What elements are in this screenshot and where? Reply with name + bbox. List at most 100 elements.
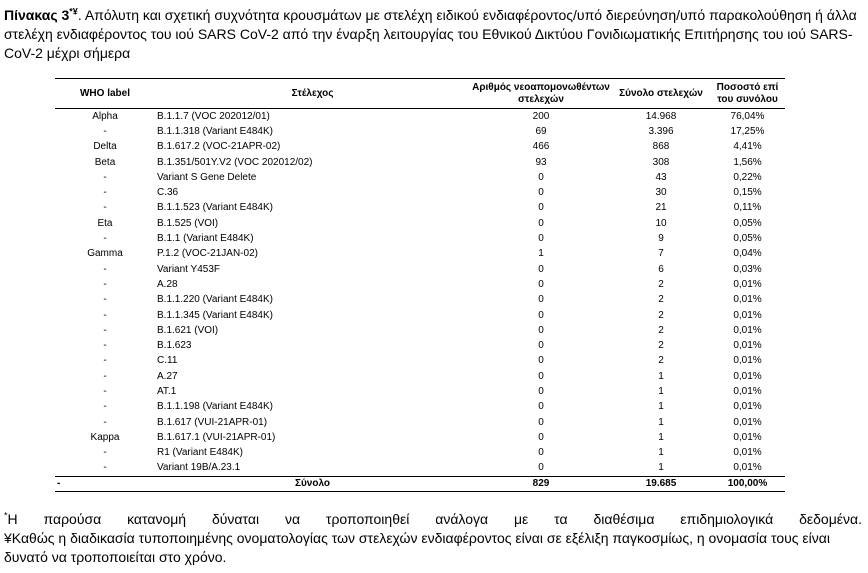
- data-row: - Variant S Gene Delete 0 43 0,22%: [55, 170, 785, 185]
- cell: 466: [532, 141, 550, 153]
- cell: 0,01%: [733, 370, 762, 382]
- cell: 1: [658, 447, 664, 459]
- cell: 2: [658, 278, 664, 290]
- cell: B.1.623: [157, 340, 192, 352]
- cell: B.1.1 (Variant E484K): [157, 233, 254, 245]
- data-row: - A.27 0 1 0,01%: [55, 369, 785, 384]
- cell: 0,04%: [733, 248, 762, 260]
- cell: R1 (Variant E484K): [157, 447, 243, 459]
- cell: 0: [538, 202, 544, 214]
- cell: -: [55, 476, 155, 493]
- cell: 0: [538, 187, 544, 199]
- cell: 2: [658, 294, 664, 306]
- cell: 0,01%: [733, 309, 762, 321]
- cell: 9: [658, 233, 664, 245]
- header-cell: Αριθμός νεοαπομονωθέντων στελεχών: [470, 78, 612, 109]
- cell: 100,00%: [710, 476, 785, 493]
- cell: -: [103, 278, 107, 290]
- cell: 1: [658, 416, 664, 428]
- data-row: - B.1.1.220 (Variant E484K) 0 2 0,01%: [55, 293, 785, 308]
- cell: C.36: [157, 187, 179, 199]
- caption-text: . Απόλυτη και σχετική συχνότητα κρουσμάτ…: [4, 7, 857, 61]
- cell: -: [103, 171, 107, 183]
- cell: 0,01%: [733, 447, 762, 459]
- data-row: - B.1.1 (Variant E484K) 0 9 0,05%: [55, 231, 785, 246]
- cell: Gamma: [87, 248, 123, 260]
- cell: -: [103, 187, 107, 199]
- cell: B.1.1.220 (Variant E484K): [157, 294, 273, 306]
- cell: 0: [538, 217, 544, 229]
- cell: 0,01%: [733, 278, 762, 290]
- header-cell: Ποσοστό επί του συνόλου: [710, 78, 785, 109]
- cell: 0,15%: [733, 187, 762, 199]
- data-row: - C.11 0 2 0,01%: [55, 354, 785, 369]
- caption-marks: *¥: [69, 6, 78, 17]
- cell: 1: [658, 370, 664, 382]
- data-row: - Variant Y453F 0 6 0,03%: [55, 262, 785, 277]
- data-row: - R1 (Variant E484K) 0 1 0,01%: [55, 446, 785, 461]
- cell: B.1.617 (VUI-21APR-01): [157, 416, 268, 428]
- cell: 0,01%: [733, 416, 762, 428]
- cell: 7: [658, 248, 664, 260]
- strain-table: WHO label Στέλεχος Αριθμός νεοαπομονωθέν…: [55, 78, 785, 493]
- cell: B.1.351/501Y.V2 (VOC 202012/02): [157, 156, 313, 168]
- cell: 0: [538, 233, 544, 245]
- data-row: Kappa B.1.617.1 (VUI-21APR-01) 0 1 0,01%: [55, 430, 785, 445]
- caption: Πίνακας 3*¥. Απόλυτη και σχετική συχνότη…: [4, 6, 860, 63]
- cell: 2: [658, 309, 664, 321]
- cell: 6: [658, 263, 664, 275]
- cell: Kappa: [90, 431, 120, 443]
- data-row: Delta B.1.617.2 (VOC-21APR-02) 466 868 4,41%: [55, 140, 785, 155]
- cell: 1: [658, 431, 664, 443]
- data-row: - B.1.1.345 (Variant E484K) 0 2 0,01%: [55, 308, 785, 323]
- cell: B.1.1.198 (Variant E484K): [157, 401, 273, 413]
- cell: 0,01%: [733, 462, 762, 474]
- cell: 4,41%: [733, 141, 762, 153]
- cell: 0,01%: [733, 385, 762, 397]
- table-body: Alpha B.1.1.7 (VOC 202012/01) 200 14.968 76,…: [55, 109, 785, 493]
- cell: 43: [655, 171, 667, 183]
- cell: -: [103, 401, 107, 413]
- cell: 0: [538, 431, 544, 443]
- cell: 868: [652, 141, 670, 153]
- cell: 0: [538, 447, 544, 459]
- cell: 69: [535, 125, 547, 137]
- caption-label: Πίνακας 3*¥: [4, 7, 78, 23]
- cell: 0: [538, 278, 544, 290]
- data-row: Alpha B.1.1.7 (VOC 202012/01) 200 14.968 76,…: [55, 109, 785, 125]
- footnotes: *Η παρούσα κατανομή δύναται να τροποποιη…: [4, 510, 862, 567]
- footnote-text: Καθώς η διαδικασία τυποποιημένης ονοματο…: [4, 530, 830, 565]
- cell: 0: [538, 263, 544, 275]
- cell: B.1.1.523 (Variant E484K): [157, 202, 273, 214]
- cell: A.27: [157, 370, 178, 382]
- cell: A.28: [157, 278, 178, 290]
- footnote: *Η παρούσα κατανομή δύναται να τροποποιη…: [4, 510, 862, 529]
- cell: 0,01%: [733, 431, 762, 443]
- cell: -: [103, 309, 107, 321]
- cell: B.1.617.2 (VOC-21APR-02): [157, 141, 281, 153]
- cell: Beta: [94, 156, 116, 168]
- cell: B.1.621 (VOI): [157, 324, 219, 336]
- cell: B.1.525 (VOI): [157, 217, 219, 229]
- cell: 200: [532, 110, 550, 122]
- cell: 2: [658, 340, 664, 352]
- cell: 0,11%: [733, 202, 762, 214]
- cell: B.1.1.345 (Variant E484K): [157, 309, 273, 321]
- cell: B.1.1.318 (Variant E484K): [157, 125, 273, 137]
- data-row: Eta B.1.525 (VOI) 0 10 0,05%: [55, 216, 785, 231]
- cell: B.1.1.7 (VOC 202012/01): [157, 110, 270, 122]
- cell: Variant 19B/A.23.1: [157, 462, 241, 474]
- data-row: - B.1.623 0 2 0,01%: [55, 338, 785, 353]
- cell: 0: [538, 309, 544, 321]
- cell: -: [103, 462, 107, 474]
- data-row: - B.1.1.198 (Variant E484K) 0 1 0,01%: [55, 400, 785, 415]
- cell: 0,03%: [733, 263, 762, 275]
- cell: 0,05%: [733, 233, 762, 245]
- cell: 0: [538, 340, 544, 352]
- footnote: ¥Καθώς η διαδικασία τυποποιημένης ονοματ…: [4, 529, 862, 567]
- cell: -: [103, 416, 107, 428]
- data-row: - C.36 0 30 0,15%: [55, 185, 785, 200]
- cell: 0: [538, 171, 544, 183]
- cell: -: [103, 447, 107, 459]
